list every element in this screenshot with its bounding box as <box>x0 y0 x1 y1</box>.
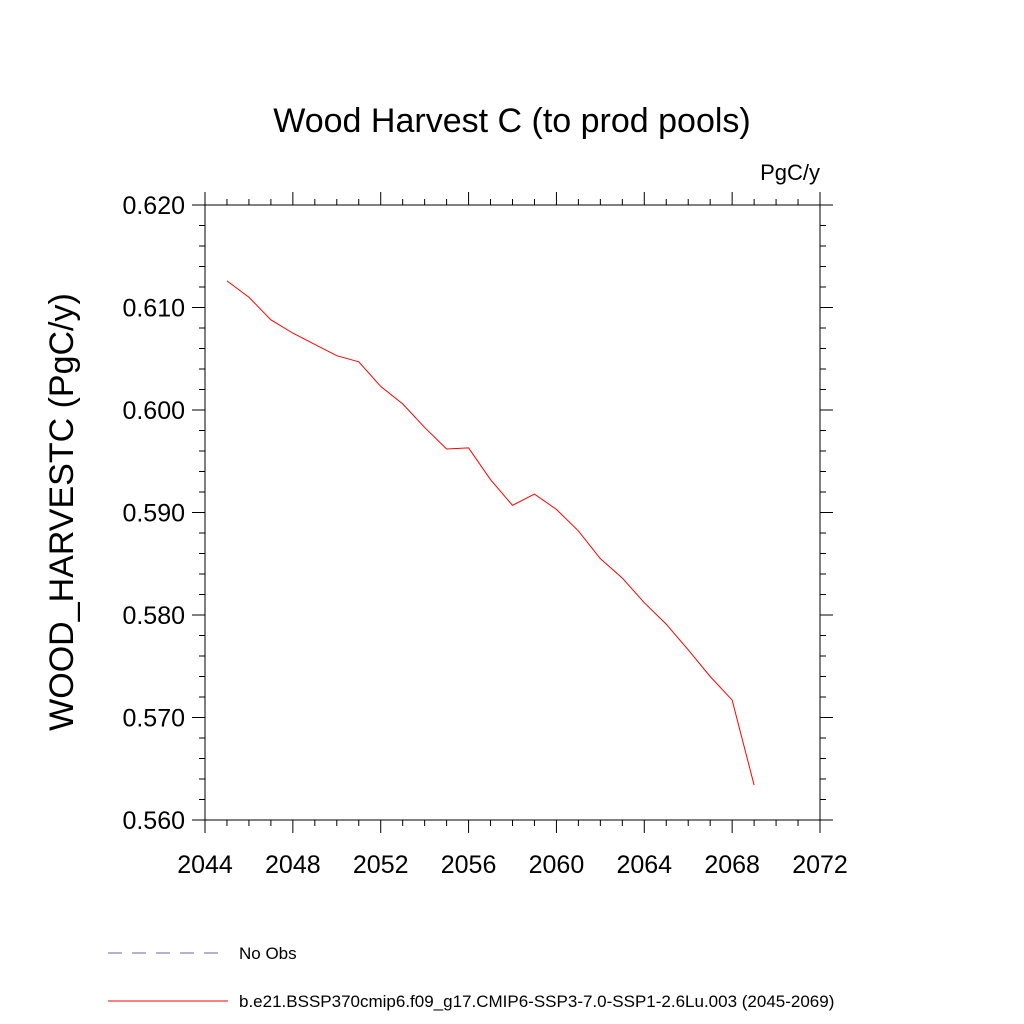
legend-label-1: No Obs <box>239 944 297 963</box>
y-axis-label: WOOD_HARVESTC (PgC/y) <box>43 293 81 731</box>
y-tick-label: 0.610 <box>122 295 185 323</box>
x-tick-label: 2072 <box>792 851 848 879</box>
plot-frame <box>204 204 821 821</box>
y-tick-label: 0.590 <box>122 500 185 528</box>
x-tick-label: 2056 <box>441 851 497 879</box>
y-tick-label: 0.620 <box>122 192 185 220</box>
ticks-layer <box>192 192 833 833</box>
units-label: PgC/y <box>760 160 820 185</box>
chart-title: Wood Harvest C (to prod pools) <box>273 102 750 140</box>
x-tick-label: 2044 <box>177 851 233 879</box>
series-line-0 <box>226 280 755 786</box>
x-tick-label: 2064 <box>616 851 672 879</box>
x-tick-label: 2060 <box>529 851 585 879</box>
tick-labels-layer: 2044 2048 2052 2056 2060 2064 2068 2072 0.560 0.5… <box>122 192 847 879</box>
x-tick-label: 2048 <box>265 851 321 879</box>
x-tick-label: 2068 <box>704 851 760 879</box>
legend: No Obs b.e21.BSSP370cmip6.f09_g17.CMIP6-S… <box>108 944 834 1011</box>
y-tick-label: 0.600 <box>122 397 185 425</box>
x-tick-label: 2052 <box>353 851 409 879</box>
series-layer <box>226 280 755 786</box>
y-tick-label: 0.560 <box>122 807 185 835</box>
y-tick-label: 0.580 <box>122 602 185 630</box>
y-tick-label: 0.570 <box>122 705 185 733</box>
legend-label-0: b.e21.BSSP370cmip6.f09_g17.CMIP6-SSP3-7.… <box>239 992 834 1011</box>
